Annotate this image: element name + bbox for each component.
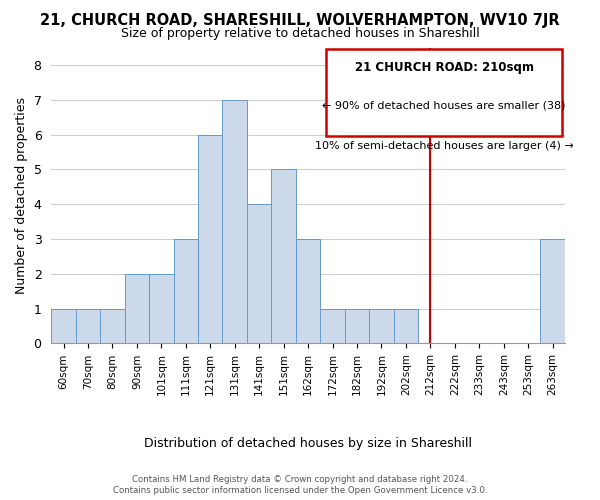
Bar bbox=[320, 308, 345, 344]
Bar bbox=[541, 239, 565, 344]
Bar bbox=[271, 170, 296, 344]
Bar bbox=[125, 274, 149, 344]
Bar bbox=[149, 274, 173, 344]
Text: Size of property relative to detached houses in Shareshill: Size of property relative to detached ho… bbox=[121, 28, 479, 40]
Bar bbox=[394, 308, 418, 344]
Bar bbox=[173, 239, 198, 344]
Text: 21, CHURCH ROAD, SHARESHILL, WOLVERHAMPTON, WV10 7JR: 21, CHURCH ROAD, SHARESHILL, WOLVERHAMPT… bbox=[40, 12, 560, 28]
Text: ← 90% of detached houses are smaller (38): ← 90% of detached houses are smaller (38… bbox=[322, 101, 566, 111]
Bar bbox=[345, 308, 369, 344]
Bar bbox=[369, 308, 394, 344]
X-axis label: Distribution of detached houses by size in Shareshill: Distribution of detached houses by size … bbox=[144, 437, 472, 450]
Text: Contains HM Land Registry data © Crown copyright and database right 2024.: Contains HM Land Registry data © Crown c… bbox=[132, 475, 468, 484]
FancyBboxPatch shape bbox=[326, 49, 562, 136]
Text: 10% of semi-detached houses are larger (4) →: 10% of semi-detached houses are larger (… bbox=[315, 140, 574, 150]
Bar bbox=[247, 204, 271, 344]
Bar bbox=[296, 239, 320, 344]
Text: 21 CHURCH ROAD: 210sqm: 21 CHURCH ROAD: 210sqm bbox=[355, 61, 533, 74]
Bar bbox=[51, 308, 76, 344]
Bar bbox=[198, 134, 223, 344]
Y-axis label: Number of detached properties: Number of detached properties bbox=[15, 97, 28, 294]
Text: Contains public sector information licensed under the Open Government Licence v3: Contains public sector information licen… bbox=[113, 486, 487, 495]
Bar bbox=[100, 308, 125, 344]
Bar bbox=[223, 100, 247, 344]
Bar bbox=[76, 308, 100, 344]
